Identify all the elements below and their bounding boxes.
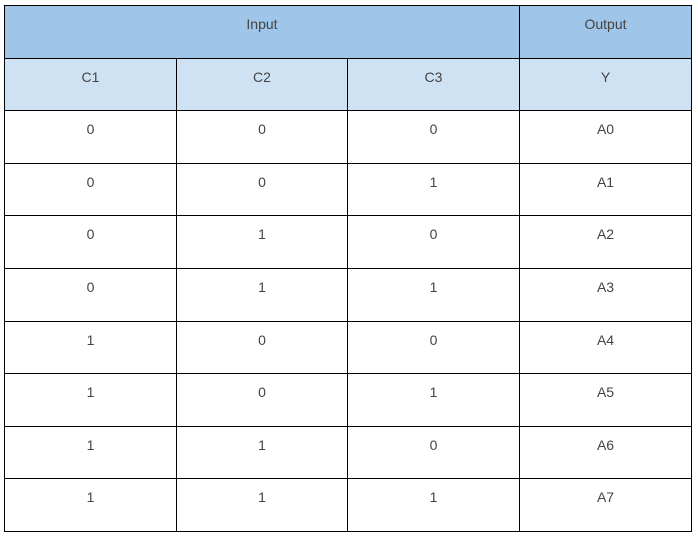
table-row: 1 0 0 A4	[4, 320, 692, 375]
table-cell-y: A0	[519, 110, 692, 164]
truth-table: Input Output C1 C2 C3 Y 0 0 0 A0 0 0 1 A1 0 1 0 A2 0…	[4, 5, 692, 532]
table-cell-c3: 0	[347, 425, 520, 480]
table-cell-c1: 1	[4, 478, 177, 532]
table-cell-c3: 1	[347, 162, 520, 217]
table-cell-y: A5	[519, 373, 692, 427]
table-cell-c2: 0	[176, 373, 348, 427]
table-cell-c1: 1	[4, 320, 177, 375]
input-group-header: Input	[4, 5, 520, 59]
column-header-c2: C2	[176, 57, 348, 112]
table-cell-y: A3	[519, 267, 692, 322]
table-cell-y: A4	[519, 320, 692, 375]
table-cell-c3: 1	[347, 267, 520, 322]
table-cell-c2: 1	[176, 425, 348, 480]
column-header-row: C1 C2 C3 Y	[4, 57, 692, 112]
table-row: 0 0 0 A0	[4, 110, 692, 164]
table-cell-c2: 0	[176, 110, 348, 164]
table-cell-c3: 1	[347, 478, 520, 532]
table-cell-y: A2	[519, 215, 692, 269]
table-cell-c1: 0	[4, 215, 177, 269]
table-cell-c2: 1	[176, 267, 348, 322]
table-cell-c1: 0	[4, 162, 177, 217]
column-header-c1: C1	[4, 57, 177, 112]
table-cell-c3: 0	[347, 215, 520, 269]
table-cell-c2: 1	[176, 478, 348, 532]
output-group-header: Output	[519, 5, 692, 59]
table-cell-c2: 1	[176, 215, 348, 269]
table-row: 0 1 1 A3	[4, 267, 692, 322]
table-cell-c3: 0	[347, 320, 520, 375]
table-row: 0 1 0 A2	[4, 215, 692, 269]
table-cell-c1: 0	[4, 110, 177, 164]
column-header-y: Y	[519, 57, 692, 112]
table-cell-c3: 1	[347, 373, 520, 427]
table-cell-c2: 0	[176, 162, 348, 217]
table-cell-y: A1	[519, 162, 692, 217]
table-cell-y: A6	[519, 425, 692, 480]
table-row: 0 0 1 A1	[4, 162, 692, 217]
group-header-row: Input Output	[4, 5, 692, 59]
table-cell-c1: 0	[4, 267, 177, 322]
table-row: 1 1 1 A7	[4, 478, 692, 532]
table-cell-y: A7	[519, 478, 692, 532]
table-cell-c2: 0	[176, 320, 348, 375]
table-row: 1 0 1 A5	[4, 373, 692, 427]
column-header-c3: C3	[347, 57, 520, 112]
table-cell-c1: 1	[4, 373, 177, 427]
table-cell-c1: 1	[4, 425, 177, 480]
table-cell-c3: 0	[347, 110, 520, 164]
table-row: 1 1 0 A6	[4, 425, 692, 480]
